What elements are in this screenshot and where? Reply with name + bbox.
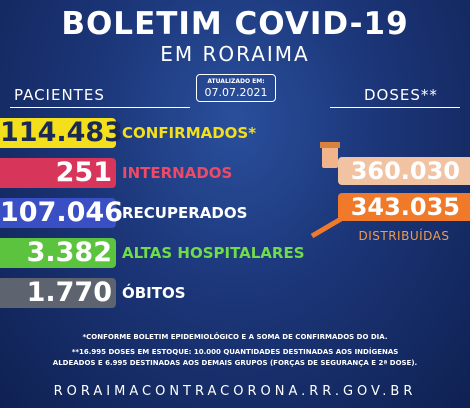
update-box: ATUALIZADO EM: 07.07.2021: [196, 74, 276, 102]
patient-count: 107.046: [0, 197, 123, 228]
section-title: DOSES**: [364, 86, 438, 104]
patient-count: 114.483: [0, 117, 123, 148]
syringe-icon: [310, 213, 348, 239]
section-title: PACIENTES: [14, 86, 105, 104]
patient-label: INTERNADOS: [122, 164, 233, 182]
patient-label: ALTAS HOSPITALARES: [122, 244, 305, 262]
patient-count: 251: [0, 158, 116, 188]
patient-count: 3.382: [0, 238, 116, 268]
subtitle: EM RORAIMA: [160, 42, 310, 66]
patient-label: RECUPERADOS: [122, 204, 248, 222]
dose-count: 343.035: [338, 193, 470, 221]
divider: [10, 107, 190, 108]
update-label: ATUALIZADO EM:: [207, 78, 265, 85]
dose-count: 360.030: [338, 157, 470, 185]
update-date: 07.07.2021: [204, 86, 268, 99]
footnote: ALDEADOS E 6.995 DESTINADAS AOS DEMAIS G…: [52, 359, 418, 367]
icons: [310, 142, 348, 239]
patient-count: 1.770: [0, 278, 116, 308]
patient-label: ÓBITOS: [122, 284, 186, 302]
footnote: *CONFORME BOLETIM EPIDEMIOLÓGICO E A SOM…: [82, 333, 388, 341]
divider: [330, 107, 460, 108]
dose-label: DISTRIBUÍDAS: [358, 229, 450, 243]
title: BOLETIM COVID-19: [61, 6, 409, 42]
footnote: **16.995 DOSES EM ESTOQUE: 10.000 QUANTI…: [71, 348, 399, 356]
patient-label: CONFIRMADOS*: [122, 124, 257, 142]
website: RORAIMACONTRACORONA.RR.GOV.BR: [53, 384, 417, 399]
vial-cap: [320, 142, 340, 148]
vial-icon: [322, 146, 338, 168]
